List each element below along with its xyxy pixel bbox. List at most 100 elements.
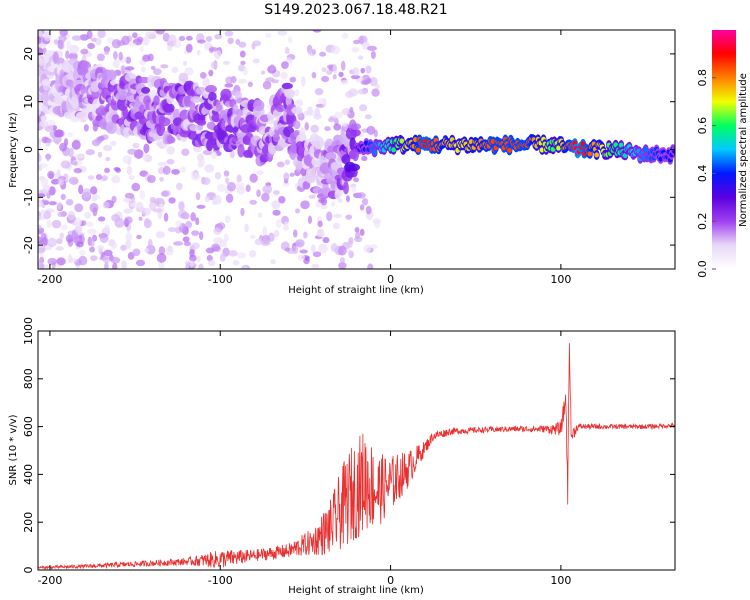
spectrogram-cell bbox=[67, 254, 73, 264]
spectrogram-cell bbox=[128, 42, 137, 47]
spectrogram-cell bbox=[320, 204, 328, 210]
spectrogram-cell bbox=[183, 241, 192, 247]
spectrogram-cell bbox=[282, 181, 290, 187]
spectrogram-cell bbox=[275, 219, 282, 229]
spectrogram-cell bbox=[38, 261, 43, 269]
spectrogram-cell bbox=[311, 71, 317, 79]
snr-x-tick-label: -200 bbox=[37, 574, 62, 587]
spectrogram-cell bbox=[202, 77, 210, 88]
spectrogram-cell bbox=[347, 239, 353, 248]
spectrogram-cell bbox=[126, 165, 133, 176]
spectrogram-cell bbox=[78, 184, 84, 195]
spectrogram-cell bbox=[300, 76, 306, 87]
spectrogram-cell bbox=[284, 247, 290, 252]
spectrogram-cell bbox=[132, 248, 141, 257]
spectrogram-cell bbox=[239, 50, 246, 58]
spectrogram-cell bbox=[128, 175, 135, 180]
spectrogram-cell bbox=[340, 127, 346, 136]
spectrogram-cell bbox=[195, 192, 201, 201]
snr-x-ticks: -200 -100 0 100 bbox=[37, 331, 571, 587]
spectrogram-cell bbox=[361, 198, 369, 206]
spectrogram-cell bbox=[38, 243, 45, 248]
spectrogram-cell bbox=[183, 60, 188, 67]
spectrogram-cell bbox=[135, 201, 144, 212]
spectrogram-cell bbox=[131, 182, 141, 192]
spectrogram-cell bbox=[360, 67, 366, 74]
spectrogram-cell bbox=[332, 63, 338, 74]
spectrogram-cell bbox=[110, 140, 117, 147]
spectrogram-cell bbox=[132, 32, 138, 39]
spectrogram-cell bbox=[364, 114, 372, 120]
colorbar-tick-label: 0.4 bbox=[696, 165, 709, 183]
spectrogram-cell bbox=[38, 30, 43, 38]
spectrogram-cell bbox=[349, 123, 362, 131]
spectrogram-cell bbox=[79, 34, 90, 41]
spectrogram-cell bbox=[55, 246, 64, 251]
spectrogram-cell bbox=[251, 42, 256, 50]
spectrogram-cell bbox=[87, 42, 95, 50]
spectrogram-cell bbox=[338, 71, 344, 78]
spectrogram-cell bbox=[273, 229, 280, 238]
spectrogram-cell bbox=[257, 212, 263, 218]
spectrogram-cell bbox=[370, 50, 376, 59]
spectrogram-cell bbox=[104, 224, 111, 235]
spectrogram-cell bbox=[41, 79, 51, 86]
spectrogram-cell bbox=[352, 39, 361, 45]
spectrogram-cell bbox=[391, 147, 397, 153]
spectrogram-cell bbox=[224, 83, 234, 88]
spectrogram-cell bbox=[57, 202, 62, 210]
spectrogram-cell bbox=[162, 32, 170, 42]
spectrogram-cell bbox=[105, 156, 111, 162]
spectrogram-cell bbox=[341, 121, 348, 127]
spectrogram-cell bbox=[69, 176, 79, 185]
spectrogram-cell bbox=[224, 215, 231, 224]
spectrogram-cell bbox=[291, 106, 303, 115]
spectrogram-cell bbox=[222, 60, 230, 65]
spectrogram-cell bbox=[158, 261, 165, 269]
spectrogram-cell bbox=[213, 49, 222, 60]
spectrogram-cell bbox=[214, 33, 223, 40]
spectrogram-cell bbox=[297, 254, 305, 261]
spectrogram-cell bbox=[40, 209, 46, 215]
spectrogram-cell bbox=[207, 259, 216, 267]
spectrogram-cell bbox=[52, 51, 59, 64]
spectrogram-cell bbox=[51, 219, 62, 229]
spectrogram-cell bbox=[341, 32, 349, 39]
spectrogram-cell bbox=[180, 165, 187, 173]
spectrogram-cell bbox=[334, 189, 342, 200]
spectrogram-cell bbox=[71, 35, 82, 41]
spectrogram-cell bbox=[167, 136, 176, 144]
spectrogram-y-tick-label: -20 bbox=[22, 236, 35, 254]
spectrogram-cell bbox=[195, 217, 200, 226]
spectrogram-cell bbox=[53, 39, 59, 45]
spectrogram-cell bbox=[295, 239, 305, 248]
spectrogram-cell bbox=[38, 224, 42, 230]
spectrogram-cell bbox=[256, 170, 264, 176]
spectrogram-cell bbox=[65, 50, 70, 60]
spectrogram-cell bbox=[125, 239, 132, 250]
spectrogram-cell bbox=[144, 31, 155, 38]
spectrogram-cell bbox=[289, 172, 295, 177]
spectrogram-cell bbox=[87, 175, 95, 180]
spectrogram-cell bbox=[86, 221, 94, 227]
spectrogram-cell bbox=[304, 256, 310, 262]
spectrogram-cell bbox=[271, 79, 280, 84]
colorbar: 0.0 0.2 0.4 0.6 0.8 Normalized spectral ampl… bbox=[696, 30, 749, 278]
spectrogram-cell bbox=[219, 253, 226, 262]
spectrogram-cell bbox=[105, 120, 118, 134]
spectrogram-x-label: Height of straight line (km) bbox=[288, 285, 424, 296]
spectrogram-cell bbox=[331, 45, 341, 55]
spectrogram-cell bbox=[269, 64, 275, 71]
spectrogram-cell bbox=[262, 184, 273, 194]
spectrogram-cell bbox=[38, 146, 44, 151]
spectrogram-cell bbox=[232, 260, 240, 266]
spectrogram-cell bbox=[341, 108, 351, 116]
spectrogram-cell bbox=[74, 203, 84, 213]
spectrogram-cell bbox=[155, 30, 166, 35]
spectrogram-cell bbox=[202, 149, 213, 156]
spectrogram-cell bbox=[214, 171, 222, 180]
spectrogram-cell bbox=[86, 30, 93, 40]
spectrogram-cell bbox=[338, 261, 347, 269]
spectrogram-cell bbox=[122, 155, 132, 164]
